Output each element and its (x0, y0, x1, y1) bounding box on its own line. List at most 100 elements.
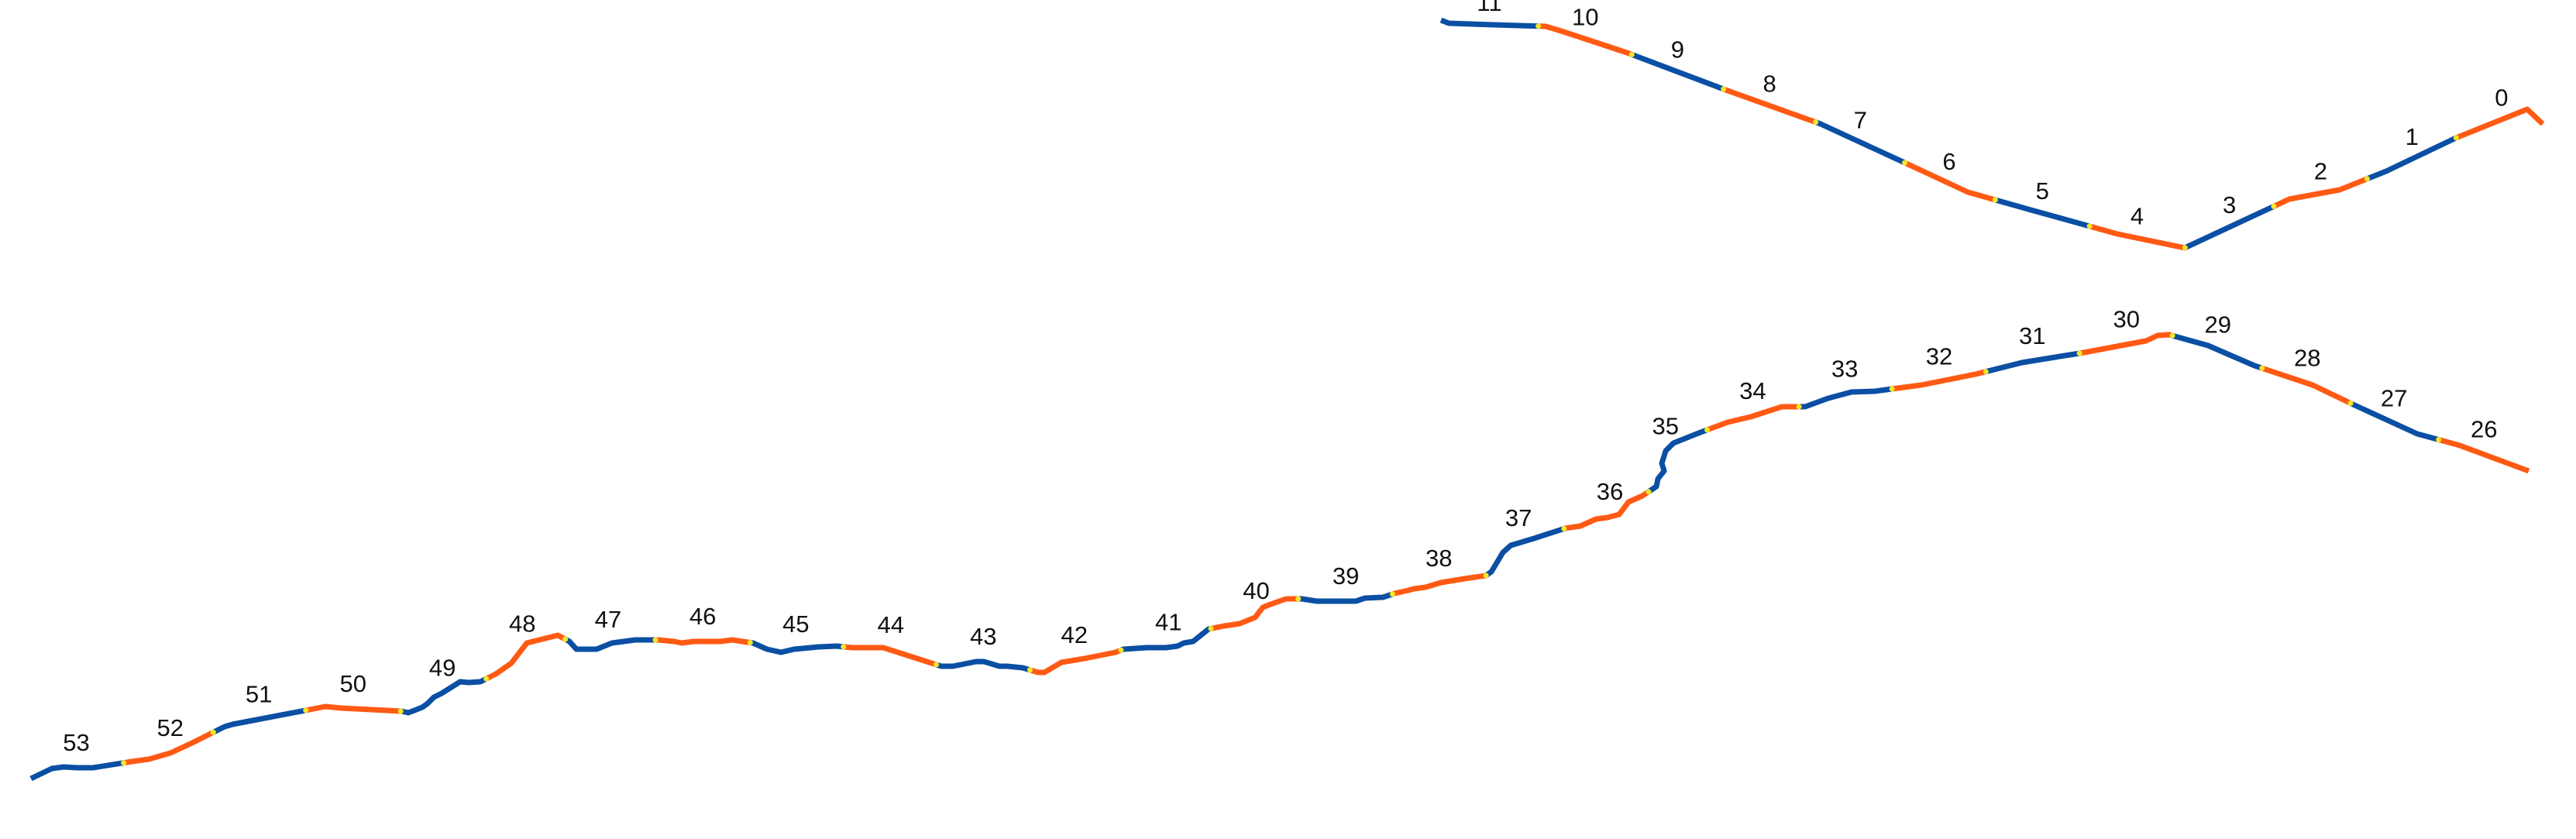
route-segment-9 (1631, 52, 1725, 92)
segment-joint-marker (2182, 245, 2188, 251)
route-segment-48 (485, 632, 567, 682)
route-segment-5 (1994, 197, 2091, 229)
segment-joint-marker (1118, 647, 1124, 653)
segment-joint-marker (1902, 160, 1908, 166)
segment-label-44: 44 (878, 611, 904, 638)
segment-label-52: 52 (157, 714, 184, 741)
route-segment-2 (2272, 176, 2368, 209)
route-segment-31 (1985, 350, 2080, 375)
segment-joint-marker (1813, 119, 1819, 126)
route-segment-45 (749, 640, 844, 655)
segment-label-28: 28 (2294, 345, 2320, 372)
segment-joint-marker (2436, 437, 2442, 442)
segment-joint-marker (1561, 525, 1567, 531)
segment-label-38: 38 (1426, 545, 1452, 572)
segment-joint-marker (1721, 86, 1727, 92)
route-segments (29, 17, 2545, 782)
segment-joint-marker (303, 707, 309, 713)
segment-joint-marker (1796, 404, 1802, 410)
route-segment-11 (1439, 17, 1539, 29)
segment-label-47: 47 (595, 606, 621, 633)
route-segment-50 (305, 703, 401, 714)
route-segment-29 (2172, 332, 2263, 371)
segment-joint-marker (2364, 176, 2370, 182)
route-segment-34 (1706, 404, 1800, 433)
segment-joint-marker (2086, 223, 2093, 229)
route-segment-39 (1298, 591, 1394, 604)
segment-label-49: 49 (429, 654, 456, 681)
segment-label-0: 0 (2495, 84, 2508, 111)
segment-joint-marker (1027, 667, 1033, 673)
segment-joint-marker (397, 708, 404, 714)
segment-joint-marker (562, 636, 569, 642)
segment-label-35: 35 (1653, 413, 1679, 440)
route-segment-42 (1029, 647, 1123, 676)
route-segment-3 (2183, 204, 2275, 250)
segment-joint-marker (483, 676, 490, 682)
route-segment-35 (1646, 427, 1708, 494)
segment-label-10: 10 (1572, 3, 1598, 30)
segment-label-1: 1 (2406, 123, 2419, 150)
segment-label-2: 2 (2314, 158, 2327, 185)
segment-label-27: 27 (2381, 384, 2407, 411)
segment-label-37: 37 (1505, 504, 1532, 531)
route-segment-30 (2079, 332, 2174, 356)
route-segment-36 (1562, 489, 1650, 531)
segment-joint-marker (1208, 625, 1214, 631)
route-segment-38 (1391, 573, 1489, 597)
route-segment-41 (1119, 625, 1212, 653)
route-segment-0 (2454, 106, 2545, 141)
segment-joint-marker (1295, 596, 1302, 602)
route-segment-51 (212, 707, 307, 735)
route-segment-53 (29, 760, 125, 782)
segment-joint-marker (1889, 386, 1895, 392)
segment-label-42: 42 (1061, 621, 1088, 648)
segment-joint-marker (1536, 23, 1542, 29)
segment-labels: 0123456789101126272829303132333435363738… (63, 0, 2508, 756)
segment-label-30: 30 (2113, 306, 2139, 333)
segment-label-29: 29 (2205, 311, 2231, 339)
segment-joint-marker (2076, 350, 2082, 356)
route-segment-37 (1484, 526, 1565, 578)
segment-label-39: 39 (1333, 562, 1359, 590)
segment-joint-marker (2453, 135, 2459, 141)
segment-joint-marker (1628, 51, 1635, 57)
segment-label-33: 33 (1831, 355, 1858, 382)
route-segment-28 (2261, 365, 2352, 406)
segment-label-31: 31 (2019, 322, 2045, 349)
route-segment-32 (1891, 369, 1987, 392)
segment-joint-marker (2259, 365, 2265, 371)
segment-joint-marker (1983, 369, 1989, 375)
segment-label-40: 40 (1243, 577, 1269, 604)
route-segment-52 (123, 730, 215, 766)
segment-joint-marker (934, 662, 939, 668)
segment-label-41: 41 (1155, 609, 1181, 636)
route-segment-47 (563, 637, 655, 652)
segment-label-5: 5 (2036, 177, 2049, 205)
segment-label-43: 43 (970, 623, 996, 650)
segment-joint-marker (1646, 489, 1652, 495)
segment-joint-marker (1992, 197, 1998, 203)
segment-label-50: 50 (339, 670, 366, 697)
segment-label-45: 45 (782, 610, 809, 638)
segment-label-46: 46 (690, 603, 716, 630)
segment-joints (121, 23, 2459, 766)
segment-label-51: 51 (246, 681, 272, 708)
segment-label-11: 11 (1477, 0, 1501, 16)
segment-joint-marker (2271, 203, 2277, 209)
segment-label-9: 9 (1671, 36, 1684, 64)
segment-label-6: 6 (1942, 148, 1955, 175)
route-segment-10 (1538, 23, 1633, 57)
segment-label-3: 3 (2223, 191, 2236, 218)
segment-joint-marker (210, 729, 216, 735)
segment-joint-marker (121, 760, 127, 766)
route-segment-49 (398, 676, 488, 716)
segment-joint-marker (747, 640, 753, 645)
segment-label-8: 8 (1763, 70, 1776, 97)
segment-label-32: 32 (1926, 342, 1952, 370)
segment-joint-marker (2347, 401, 2354, 406)
segment-joint-marker (1389, 591, 1395, 597)
route-segment-44 (843, 644, 937, 668)
route-segment-33 (1799, 386, 1893, 410)
